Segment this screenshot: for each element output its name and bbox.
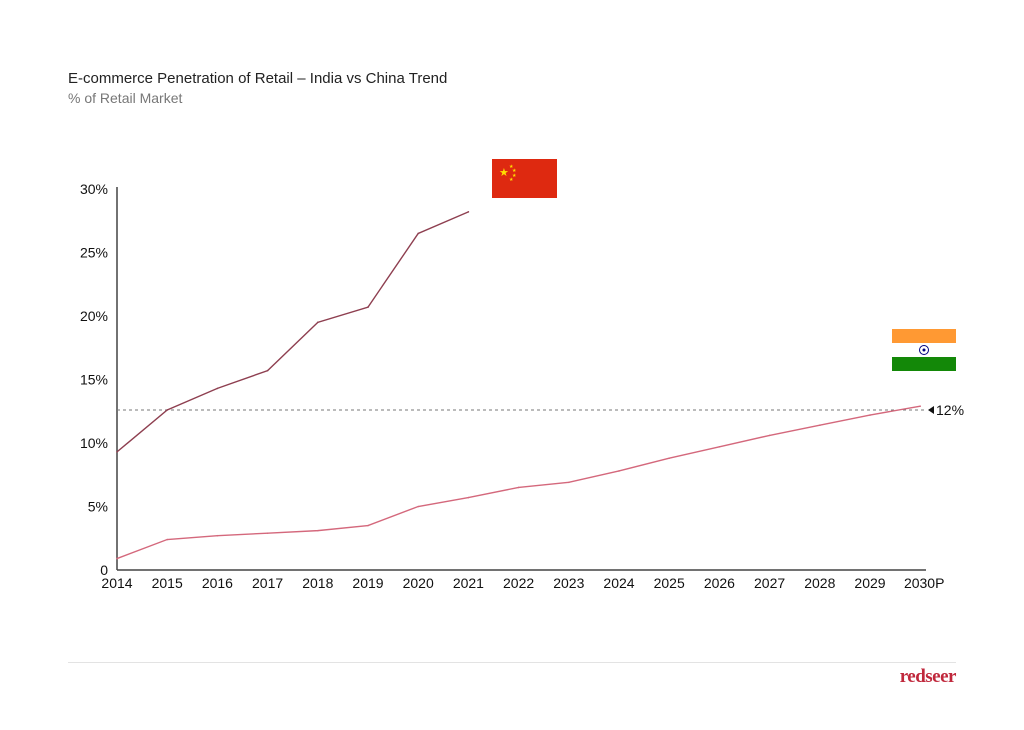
data-point-india xyxy=(618,470,620,472)
data-point-china xyxy=(216,387,219,390)
data-point-india xyxy=(768,434,771,437)
x-tick-label: 2020 xyxy=(403,575,434,591)
data-point-china xyxy=(317,321,319,324)
x-tick-label: 2027 xyxy=(754,575,785,591)
chart-subtitle: % of Retail Market xyxy=(68,90,183,106)
data-point-india xyxy=(568,481,570,484)
y-tick-label: 20% xyxy=(80,308,108,324)
reference-label: 12% xyxy=(936,402,964,418)
y-tick-label: 0 xyxy=(100,562,108,578)
reference-arrow-icon xyxy=(928,405,934,414)
y-tick-label: 10% xyxy=(80,435,108,451)
x-tick-label: 2016 xyxy=(202,575,233,591)
x-tick-label: 2018 xyxy=(302,575,333,591)
y-tick-label: 15% xyxy=(80,372,108,388)
data-point-china xyxy=(367,306,369,308)
series-line-china xyxy=(116,211,469,453)
china-flag-icon: ★ ★ ★ ★ ★ xyxy=(492,159,557,198)
data-point-india xyxy=(869,414,871,416)
svg-text:★: ★ xyxy=(509,177,514,183)
x-tick-label: 2015 xyxy=(152,575,183,591)
data-point-china xyxy=(166,409,168,411)
data-point-china xyxy=(417,232,420,235)
svg-text:★: ★ xyxy=(512,173,517,179)
data-point-india xyxy=(166,538,168,541)
data-point-india xyxy=(417,505,420,508)
x-tick-label: 2023 xyxy=(553,575,584,591)
data-point-india xyxy=(919,405,921,407)
x-tick-label: 2024 xyxy=(603,575,634,591)
data-point-india xyxy=(668,457,670,460)
data-point-india xyxy=(819,424,821,427)
data-point-china xyxy=(116,451,118,453)
x-tick-label: 2029 xyxy=(854,575,885,591)
data-point-india xyxy=(718,446,721,448)
y-tick-label: 30% xyxy=(80,181,108,197)
y-tick-label: 25% xyxy=(80,245,108,261)
x-tick-label: 2022 xyxy=(503,575,534,591)
svg-text:★: ★ xyxy=(512,168,517,174)
footer-divider xyxy=(68,662,956,663)
data-point-india xyxy=(517,486,520,489)
data-point-india xyxy=(216,534,219,537)
data-point-india xyxy=(266,532,269,534)
x-tick-label: 2030P xyxy=(904,575,944,591)
svg-text:★: ★ xyxy=(499,167,509,179)
x-tick-label: 2014 xyxy=(101,575,132,591)
y-tick-label: 5% xyxy=(88,499,108,515)
x-tick-label: 2026 xyxy=(704,575,735,591)
data-point-india xyxy=(467,496,470,499)
data-point-india xyxy=(367,524,369,527)
chart-title: E-commerce Penetration of Retail – India… xyxy=(68,70,448,87)
series-line-india xyxy=(116,405,921,560)
redseer-logo: redseer xyxy=(899,666,957,687)
data-point-china xyxy=(266,369,269,372)
x-tick-label: 2028 xyxy=(804,575,835,591)
india-flag-icon xyxy=(892,329,956,371)
x-tick-label: 2017 xyxy=(252,575,283,591)
svg-text:★: ★ xyxy=(509,164,514,170)
data-point-india xyxy=(116,557,118,560)
x-tick-label: 2021 xyxy=(453,575,484,591)
data-point-china xyxy=(467,211,470,213)
x-tick-label: 2019 xyxy=(352,575,383,591)
x-tick-label: 2025 xyxy=(654,575,685,591)
data-point-india xyxy=(317,529,319,532)
